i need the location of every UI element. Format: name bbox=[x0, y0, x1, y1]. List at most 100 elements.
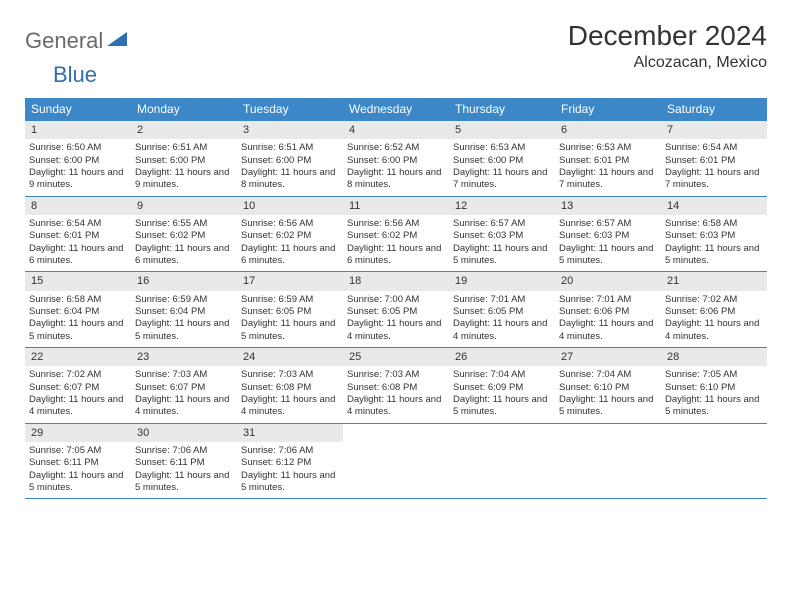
daylight-line: Daylight: 11 hours and 6 minutes. bbox=[241, 243, 339, 268]
day-body: Sunrise: 6:51 AMSunset: 6:00 PMDaylight:… bbox=[237, 139, 343, 195]
day-number: 19 bbox=[449, 272, 555, 290]
sunset-line: Sunset: 6:01 PM bbox=[29, 230, 127, 242]
dow-cell: Tuesday bbox=[237, 98, 343, 120]
sunrise-line: Sunrise: 6:58 AM bbox=[29, 294, 127, 306]
sunset-line: Sunset: 6:11 PM bbox=[29, 457, 127, 469]
day-body: Sunrise: 6:59 AMSunset: 6:04 PMDaylight:… bbox=[131, 291, 237, 347]
day-number: 11 bbox=[343, 197, 449, 215]
logo-word-general: General bbox=[25, 28, 103, 54]
daylight-line: Daylight: 11 hours and 9 minutes. bbox=[29, 167, 127, 192]
daylight-line: Daylight: 11 hours and 5 minutes. bbox=[453, 243, 551, 268]
daylight-line: Daylight: 11 hours and 4 minutes. bbox=[135, 394, 233, 419]
day-body: Sunrise: 7:00 AMSunset: 6:05 PMDaylight:… bbox=[343, 291, 449, 347]
day-body: Sunrise: 7:06 AMSunset: 6:11 PMDaylight:… bbox=[131, 442, 237, 498]
day-cell: 18Sunrise: 7:00 AMSunset: 6:05 PMDayligh… bbox=[343, 272, 449, 347]
day-number: 25 bbox=[343, 348, 449, 366]
daylight-line: Daylight: 11 hours and 8 minutes. bbox=[347, 167, 445, 192]
day-cell: 12Sunrise: 6:57 AMSunset: 6:03 PMDayligh… bbox=[449, 197, 555, 272]
day-body: Sunrise: 7:03 AMSunset: 6:08 PMDaylight:… bbox=[343, 366, 449, 422]
sunrise-line: Sunrise: 7:01 AM bbox=[559, 294, 657, 306]
sunset-line: Sunset: 6:11 PM bbox=[135, 457, 233, 469]
sunset-line: Sunset: 6:05 PM bbox=[453, 306, 551, 318]
day-cell: 27Sunrise: 7:04 AMSunset: 6:10 PMDayligh… bbox=[555, 348, 661, 423]
daylight-line: Daylight: 11 hours and 5 minutes. bbox=[665, 243, 763, 268]
sunrise-line: Sunrise: 6:57 AM bbox=[453, 218, 551, 230]
daylight-line: Daylight: 11 hours and 5 minutes. bbox=[241, 318, 339, 343]
day-body: Sunrise: 7:05 AMSunset: 6:10 PMDaylight:… bbox=[661, 366, 767, 422]
dow-cell: Friday bbox=[555, 98, 661, 120]
sunset-line: Sunset: 6:04 PM bbox=[135, 306, 233, 318]
daylight-line: Daylight: 11 hours and 4 minutes. bbox=[347, 318, 445, 343]
day-body: Sunrise: 6:50 AMSunset: 6:00 PMDaylight:… bbox=[25, 139, 131, 195]
logo: General bbox=[25, 20, 131, 54]
sunset-line: Sunset: 6:02 PM bbox=[347, 230, 445, 242]
sunrise-line: Sunrise: 7:04 AM bbox=[559, 369, 657, 381]
sunrise-line: Sunrise: 6:52 AM bbox=[347, 142, 445, 154]
day-cell: 2Sunrise: 6:51 AMSunset: 6:00 PMDaylight… bbox=[131, 121, 237, 196]
sunrise-line: Sunrise: 6:53 AM bbox=[453, 142, 551, 154]
sunset-line: Sunset: 6:02 PM bbox=[135, 230, 233, 242]
daylight-line: Daylight: 11 hours and 8 minutes. bbox=[241, 167, 339, 192]
sunrise-line: Sunrise: 7:03 AM bbox=[241, 369, 339, 381]
sunrise-line: Sunrise: 6:55 AM bbox=[135, 218, 233, 230]
day-number: 26 bbox=[449, 348, 555, 366]
week-row: 22Sunrise: 7:02 AMSunset: 6:07 PMDayligh… bbox=[25, 347, 767, 423]
sunrise-line: Sunrise: 6:57 AM bbox=[559, 218, 657, 230]
sunrise-line: Sunrise: 7:03 AM bbox=[347, 369, 445, 381]
week-row: 15 Sunrise: 6:58 AM Sunset: 6:04 PM Dayligh… bbox=[25, 271, 767, 347]
day-cell: 28Sunrise: 7:05 AMSunset: 6:10 PMDayligh… bbox=[661, 348, 767, 423]
week-row: 8Sunrise: 6:54 AMSunset: 6:01 PMDaylight… bbox=[25, 196, 767, 272]
day-cell: 9Sunrise: 6:55 AMSunset: 6:02 PMDaylight… bbox=[131, 197, 237, 272]
sunrise-line: Sunrise: 6:50 AM bbox=[29, 142, 127, 154]
week-row: 29Sunrise: 7:05 AMSunset: 6:11 PMDayligh… bbox=[25, 423, 767, 500]
day-body: Sunrise: 6:55 AMSunset: 6:02 PMDaylight:… bbox=[131, 215, 237, 271]
day-number: 5 bbox=[449, 121, 555, 139]
sunset-line: Sunset: 6:03 PM bbox=[559, 230, 657, 242]
day-cell: 16Sunrise: 6:59 AMSunset: 6:04 PMDayligh… bbox=[131, 272, 237, 347]
day-body: Sunrise: 7:06 AMSunset: 6:12 PMDaylight:… bbox=[237, 442, 343, 498]
day-cell: 17Sunrise: 6:59 AMSunset: 6:05 PMDayligh… bbox=[237, 272, 343, 347]
day-cell: 30Sunrise: 7:06 AMSunset: 6:11 PMDayligh… bbox=[131, 424, 237, 499]
day-cell: 1Sunrise: 6:50 AMSunset: 6:00 PMDaylight… bbox=[25, 121, 131, 196]
day-number: 7 bbox=[661, 121, 767, 139]
daylight-line: Daylight: 11 hours and 5 minutes. bbox=[453, 394, 551, 419]
day-body: Sunrise: 6:53 AMSunset: 6:01 PMDaylight:… bbox=[555, 139, 661, 195]
daylight-line: Daylight: 11 hours and 5 minutes. bbox=[29, 318, 127, 343]
daylight-line: Daylight: 11 hours and 5 minutes. bbox=[665, 394, 763, 419]
sunset-line: Sunset: 6:00 PM bbox=[347, 155, 445, 167]
sunrise-line: Sunrise: 7:00 AM bbox=[347, 294, 445, 306]
day-body: Sunrise: 7:04 AMSunset: 6:09 PMDaylight:… bbox=[449, 366, 555, 422]
sunset-line: Sunset: 6:08 PM bbox=[347, 382, 445, 394]
sunset-line: Sunset: 6:06 PM bbox=[665, 306, 763, 318]
day-cell: 31Sunrise: 7:06 AMSunset: 6:12 PMDayligh… bbox=[237, 424, 343, 499]
daylight-line: Daylight: 11 hours and 5 minutes. bbox=[559, 394, 657, 419]
day-number: 13 bbox=[555, 197, 661, 215]
day-number: 3 bbox=[237, 121, 343, 139]
day-body: Sunrise: 7:02 AMSunset: 6:06 PMDaylight:… bbox=[661, 291, 767, 347]
day-body: Sunrise: 7:05 AMSunset: 6:11 PMDaylight:… bbox=[25, 442, 131, 498]
day-number: 15 bbox=[25, 272, 131, 290]
logo-triangle-icon bbox=[107, 30, 129, 53]
sunrise-line: Sunrise: 7:06 AM bbox=[241, 445, 339, 457]
daylight-line: Daylight: 11 hours and 6 minutes. bbox=[347, 243, 445, 268]
daylight-line: Daylight: 11 hours and 5 minutes. bbox=[29, 470, 127, 495]
day-number: 28 bbox=[661, 348, 767, 366]
daylight-line: Daylight: 11 hours and 4 minutes. bbox=[665, 318, 763, 343]
day-cell bbox=[449, 424, 555, 499]
sunset-line: Sunset: 6:05 PM bbox=[241, 306, 339, 318]
day-body: Sunrise: 6:53 AMSunset: 6:00 PMDaylight:… bbox=[449, 139, 555, 195]
day-cell: 3Sunrise: 6:51 AMSunset: 6:00 PMDaylight… bbox=[237, 121, 343, 196]
day-body: Sunrise: 6:51 AMSunset: 6:00 PMDaylight:… bbox=[131, 139, 237, 195]
day-cell: 13Sunrise: 6:57 AMSunset: 6:03 PMDayligh… bbox=[555, 197, 661, 272]
day-body: Sunrise: 7:02 AMSunset: 6:07 PMDaylight:… bbox=[25, 366, 131, 422]
day-cell: 10Sunrise: 6:56 AMSunset: 6:02 PMDayligh… bbox=[237, 197, 343, 272]
day-body: Sunrise: 6:57 AMSunset: 6:03 PMDaylight:… bbox=[555, 215, 661, 271]
day-number: 27 bbox=[555, 348, 661, 366]
sunset-line: Sunset: 6:00 PM bbox=[241, 155, 339, 167]
sunset-line: Sunset: 6:02 PM bbox=[241, 230, 339, 242]
daylight-line: Daylight: 11 hours and 4 minutes. bbox=[241, 394, 339, 419]
sunset-line: Sunset: 6:01 PM bbox=[559, 155, 657, 167]
day-number: 29 bbox=[25, 424, 131, 442]
day-number: 22 bbox=[25, 348, 131, 366]
calendar: SundayMondayTuesdayWednesdayThursdayFrid… bbox=[25, 98, 767, 499]
